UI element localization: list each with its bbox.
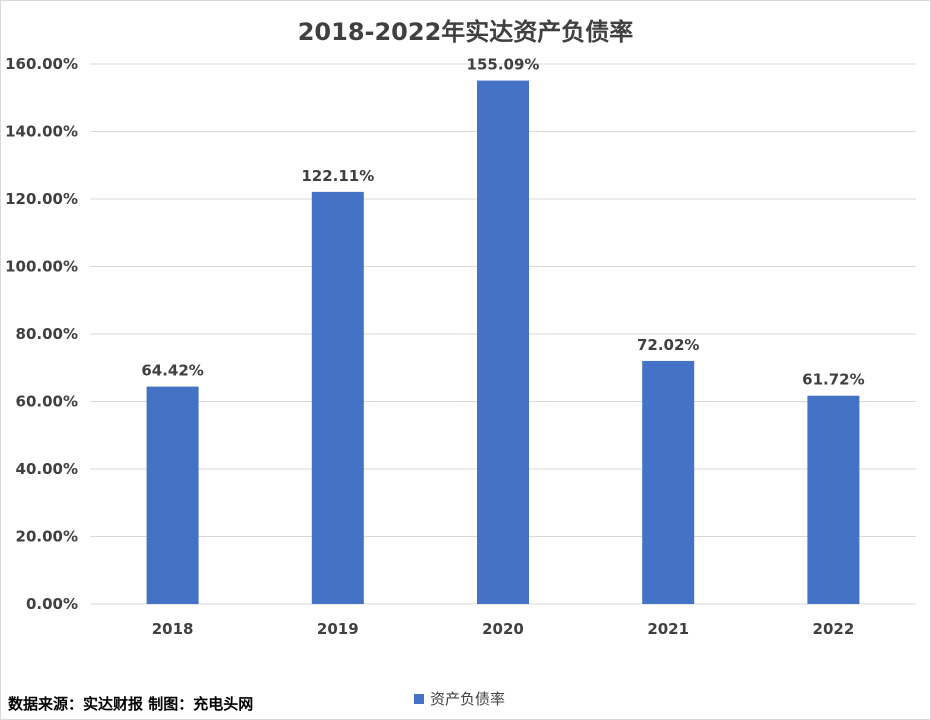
data-label: 122.11% [301, 167, 374, 185]
chart-title: 2018-2022年实达资产负债率 [297, 18, 634, 46]
y-tick-label: 0.00% [26, 595, 78, 613]
y-tick-label: 100.00% [5, 258, 78, 276]
y-tick-label: 120.00% [5, 190, 78, 208]
y-tick-label: 140.00% [5, 123, 78, 141]
bar [146, 386, 199, 604]
legend-swatch [414, 693, 424, 704]
x-tick-label: 2020 [482, 620, 524, 638]
bar [477, 80, 529, 605]
y-tick-label: 40.00% [16, 460, 78, 478]
x-tick-label: 2021 [647, 620, 689, 638]
bar [642, 360, 695, 604]
y-tick-label: 60.00% [16, 393, 78, 411]
data-label: 61.72% [802, 371, 864, 389]
legend-label: 资产负债率 [430, 690, 506, 708]
y-tick-label: 20.00% [16, 528, 78, 546]
bar [807, 395, 860, 604]
x-tick-label: 2022 [813, 620, 855, 638]
data-label: 72.02% [637, 336, 699, 354]
y-tick-label: 80.00% [16, 325, 78, 343]
x-tick-label: 2018 [152, 620, 194, 638]
data-label: 155.09% [467, 56, 540, 74]
bar [311, 191, 364, 604]
source-note: 数据来源：实达财报 制图：充电头网 [8, 695, 254, 713]
x-tick-label: 2019 [317, 620, 359, 638]
data-label: 64.42% [141, 362, 203, 380]
legend: 资产负债率 [414, 688, 505, 709]
y-tick-label: 160.00% [5, 55, 78, 73]
